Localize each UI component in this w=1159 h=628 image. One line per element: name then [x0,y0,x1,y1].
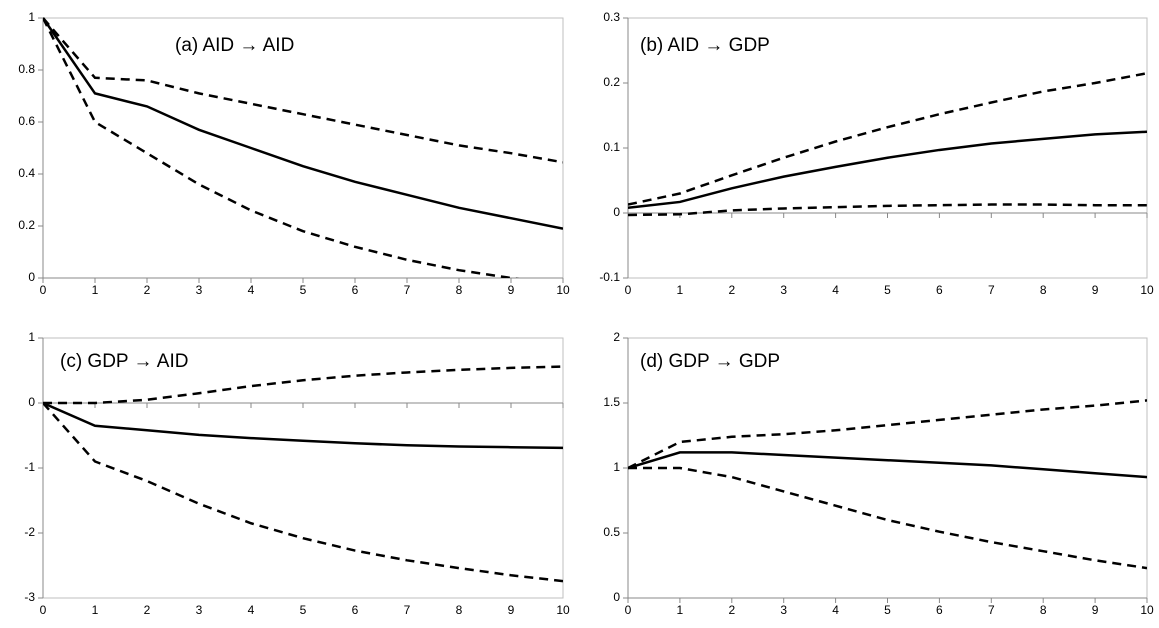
y-tick-label: 1 [28,330,35,344]
series-line [628,451,1147,479]
x-tick-label: 5 [300,283,307,297]
x-tick-label: 6 [352,283,359,297]
series-line [628,203,1147,217]
y-tick-label: 0.2 [603,75,620,89]
x-tick-label: 1 [677,283,684,297]
plot-frame [627,17,1148,279]
x-tick-label: 4 [832,283,839,297]
y-tick-label: -1 [24,460,35,474]
y-tick-label: 0.2 [18,218,35,232]
x-tick-label: 1 [677,603,684,617]
series-line [628,466,1147,570]
x-tick-label: 7 [988,283,995,297]
chart-title: (d) GDP → GDP [640,351,780,372]
x-tick-label: 9 [1092,603,1099,617]
series-line [43,402,563,583]
y-tick-label: 1.5 [603,395,620,409]
x-tick-label: 7 [404,283,411,297]
y-tick-label: 0 [613,590,620,604]
x-tick-label: 10 [556,603,570,617]
y-tick-label: 0.6 [18,114,35,128]
x-tick-label: 0 [40,283,47,297]
plot-area [628,399,1147,570]
x-tick-label: 0 [625,603,632,617]
x-tick-label: 5 [300,603,307,617]
y-tick-label: 2 [613,330,620,344]
series-line [628,130,1147,210]
plot-area [628,72,1147,217]
plot-area [43,365,563,583]
series-line [43,17,520,278]
plot-frame [42,337,564,599]
y-tick-label: 0.4 [18,166,35,180]
x-tick-label: 4 [832,603,839,617]
x-tick-label: 10 [556,283,570,297]
x-tick-label: 7 [404,603,411,617]
x-tick-label: 9 [508,283,515,297]
x-tick-label: 4 [248,603,255,617]
series-line [43,17,563,230]
plot-area [43,17,563,278]
x-tick-label: 6 [936,603,943,617]
y-tick-label: -3 [24,590,35,604]
x-tick-label: 5 [884,283,891,297]
x-tick-label: 0 [40,603,47,617]
x-tick-label: 5 [884,603,891,617]
x-tick-label: 0 [625,283,632,297]
y-tick-label: 0 [28,395,35,409]
series-line [628,399,1147,470]
y-tick-label: -2 [24,525,35,539]
x-tick-label: 3 [196,283,203,297]
y-tick-label: 0.3 [603,10,620,24]
series-line [43,401,563,450]
x-tick-label: 2 [144,603,151,617]
y-tick-label: 0 [613,205,620,219]
x-tick-label: 6 [936,283,943,297]
y-tick-label: 0.5 [603,525,620,539]
series-line [43,17,563,164]
x-tick-label: 6 [352,603,359,617]
x-tick-label: 3 [780,603,787,617]
series-line [43,365,563,405]
x-tick-label: 8 [1040,283,1047,297]
x-tick-label: 9 [508,603,515,617]
x-tick-label: 3 [196,603,203,617]
x-tick-label: 2 [728,603,735,617]
y-tick-label: 1 [613,460,620,474]
x-tick-label: 2 [144,283,151,297]
plot-frame [42,17,564,279]
chart-title: (b) AID → GDP [640,35,770,56]
series-line [628,72,1147,206]
y-tick-label: 1 [28,10,35,24]
y-tick-label: -0.1 [599,270,620,284]
x-tick-label: 9 [1092,283,1099,297]
chart-title: (a) AID → AID [175,35,294,56]
x-tick-label: 7 [988,603,995,617]
x-tick-label: 1 [92,283,99,297]
y-tick-label: 0 [28,270,35,284]
x-tick-label: 1 [92,603,99,617]
y-tick-label: 0.1 [603,140,620,154]
x-tick-label: 2 [728,283,735,297]
plot-frame [627,337,1148,599]
x-tick-label: 4 [248,283,255,297]
x-tick-label: 10 [1140,603,1154,617]
x-tick-label: 10 [1140,283,1154,297]
x-tick-label: 8 [1040,603,1047,617]
x-tick-label: 3 [780,283,787,297]
y-tick-label: 0.8 [18,62,35,76]
x-tick-label: 8 [456,283,463,297]
x-tick-label: 8 [456,603,463,617]
chart-title: (c) GDP → AID [60,351,188,372]
